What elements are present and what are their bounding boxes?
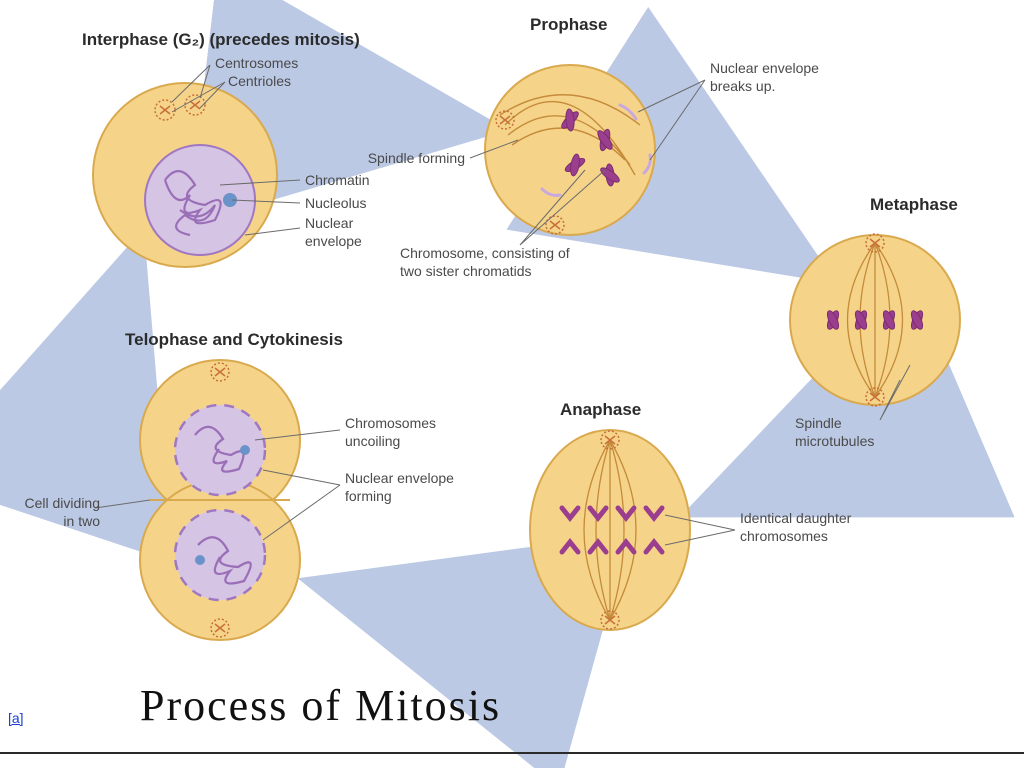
label-nucleolus: Nucleolus [305,195,366,213]
metaphase-title: Metaphase [870,195,958,215]
handwritten-title: Process of Mitosis [140,680,501,731]
label-cell-dividing: Cell dividing in two [10,495,100,530]
label-chromosomes-uncoiling: Chromosomes uncoiling [345,415,465,450]
telophase-title: Telophase and Cytokinesis [125,330,343,350]
label-centrosomes: Centrosomes [215,55,298,73]
label-spindle-forming: Spindle forming [365,150,465,168]
anaphase-title: Anaphase [560,400,641,420]
mitosis-diagram [0,0,1024,768]
interphase-cell [93,65,300,267]
interphase-title: Interphase (G₂) (precedes mitosis) [82,30,360,50]
label-nuclear-envelope: Nuclear envelope [305,215,395,250]
footnote-link[interactable]: [a] [8,710,24,726]
label-chromatin: Chromatin [305,172,370,190]
label-centrioles: Centrioles [228,73,291,91]
label-chromosome-sister: Chromosome, consisting of two sister chr… [400,245,590,280]
anaphase-cell [530,430,735,630]
prophase-title: Prophase [530,15,607,35]
label-spindle-microtubules: Spindle microtubules [795,415,905,450]
metaphase-cell [790,234,960,420]
prophase-cell [470,65,705,245]
bottom-rule [0,752,1024,754]
label-daughter-chromosomes: Identical daughter chromosomes [740,510,860,545]
label-envelope-forming: Nuclear envelope forming [345,470,455,505]
label-envelope-breaks: Nuclear envelope breaks up. [710,60,820,95]
